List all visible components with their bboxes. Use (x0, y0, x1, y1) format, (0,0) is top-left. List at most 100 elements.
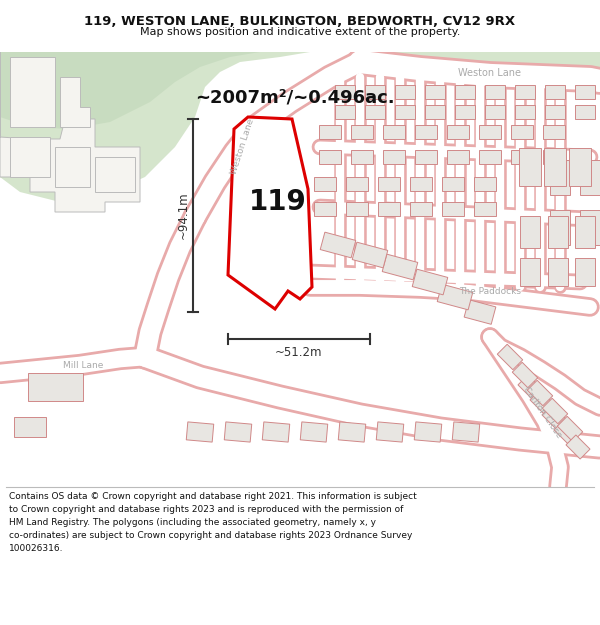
Bar (425, 85, 445, 99)
Bar (545, 85, 565, 99)
Bar (511, 125, 533, 139)
Polygon shape (0, 52, 140, 212)
Bar (515, 85, 535, 99)
Bar (548, 216, 568, 248)
Bar (575, 258, 595, 286)
Polygon shape (10, 137, 50, 177)
Text: ~51.2m: ~51.2m (275, 346, 323, 359)
Bar (410, 202, 432, 216)
Bar (530, 390, 554, 414)
Polygon shape (0, 52, 260, 129)
Polygon shape (0, 52, 310, 202)
Bar (511, 150, 533, 164)
Bar (365, 85, 385, 99)
Bar (569, 148, 591, 186)
Bar (383, 125, 405, 139)
Polygon shape (55, 147, 90, 187)
Bar (479, 150, 501, 164)
Bar (351, 125, 373, 139)
Bar (550, 159, 570, 194)
Text: ~2007m²/~0.496ac.: ~2007m²/~0.496ac. (195, 88, 395, 106)
Bar (520, 258, 540, 286)
Bar (300, 422, 328, 442)
Bar (455, 105, 475, 119)
Bar (351, 150, 373, 164)
Bar (520, 216, 540, 248)
Bar (314, 202, 336, 216)
Bar (224, 422, 252, 442)
Bar (550, 209, 570, 244)
Bar (382, 254, 418, 280)
Bar (542, 398, 568, 424)
Text: The Paddocks: The Paddocks (459, 286, 521, 296)
Bar (485, 85, 505, 99)
Text: ~94.1m: ~94.1m (176, 192, 190, 239)
Bar (442, 177, 464, 191)
Bar (543, 125, 565, 139)
Bar (543, 150, 565, 164)
Polygon shape (10, 57, 55, 127)
Bar (319, 125, 341, 139)
Bar (557, 416, 583, 442)
Bar (338, 422, 366, 442)
Bar (447, 125, 469, 139)
Bar (580, 159, 600, 194)
Bar (378, 202, 400, 216)
Bar (415, 150, 437, 164)
Text: 119, WESTON LANE, BULKINGTON, BEDWORTH, CV12 9RX: 119, WESTON LANE, BULKINGTON, BEDWORTH, … (85, 14, 515, 28)
Bar (575, 105, 595, 119)
Bar (566, 435, 590, 459)
Polygon shape (355, 52, 600, 69)
Bar (346, 177, 368, 191)
Bar (580, 209, 600, 244)
Bar (554, 420, 578, 444)
Bar (542, 405, 566, 429)
Bar (28, 373, 83, 401)
Polygon shape (228, 117, 312, 309)
Bar (437, 284, 473, 310)
Bar (365, 105, 385, 119)
Bar (186, 422, 214, 442)
Bar (376, 422, 404, 442)
Bar (410, 177, 432, 191)
Bar (455, 85, 475, 99)
Bar (314, 177, 336, 191)
Polygon shape (95, 157, 135, 192)
Bar (447, 150, 469, 164)
Bar (320, 232, 356, 258)
Bar (319, 150, 341, 164)
Bar (518, 375, 542, 399)
Bar (474, 202, 496, 216)
Bar (262, 422, 290, 442)
Bar (519, 148, 541, 186)
Bar (485, 105, 505, 119)
Text: Weston Lane: Weston Lane (230, 118, 256, 176)
Text: Carlton Close: Carlton Close (521, 384, 563, 439)
Bar (464, 299, 496, 324)
Text: Mill Lane: Mill Lane (63, 361, 103, 369)
Bar (383, 150, 405, 164)
Bar (512, 362, 538, 388)
Bar (479, 125, 501, 139)
Bar (395, 85, 415, 99)
Bar (425, 105, 445, 119)
Bar (575, 216, 595, 248)
Bar (346, 202, 368, 216)
Bar (548, 258, 568, 286)
Bar (335, 85, 355, 99)
Bar (352, 242, 388, 268)
Bar (497, 344, 523, 370)
Bar (395, 105, 415, 119)
Bar (378, 177, 400, 191)
Bar (474, 177, 496, 191)
Text: Contains OS data © Crown copyright and database right 2021. This information is : Contains OS data © Crown copyright and d… (9, 492, 416, 552)
Bar (544, 148, 566, 186)
Text: 119: 119 (249, 188, 307, 216)
Bar (452, 422, 480, 442)
Polygon shape (60, 77, 90, 127)
Bar (575, 85, 595, 99)
Bar (335, 105, 355, 119)
Text: Weston Lane: Weston Lane (458, 68, 521, 78)
Bar (415, 125, 437, 139)
Bar (515, 105, 535, 119)
